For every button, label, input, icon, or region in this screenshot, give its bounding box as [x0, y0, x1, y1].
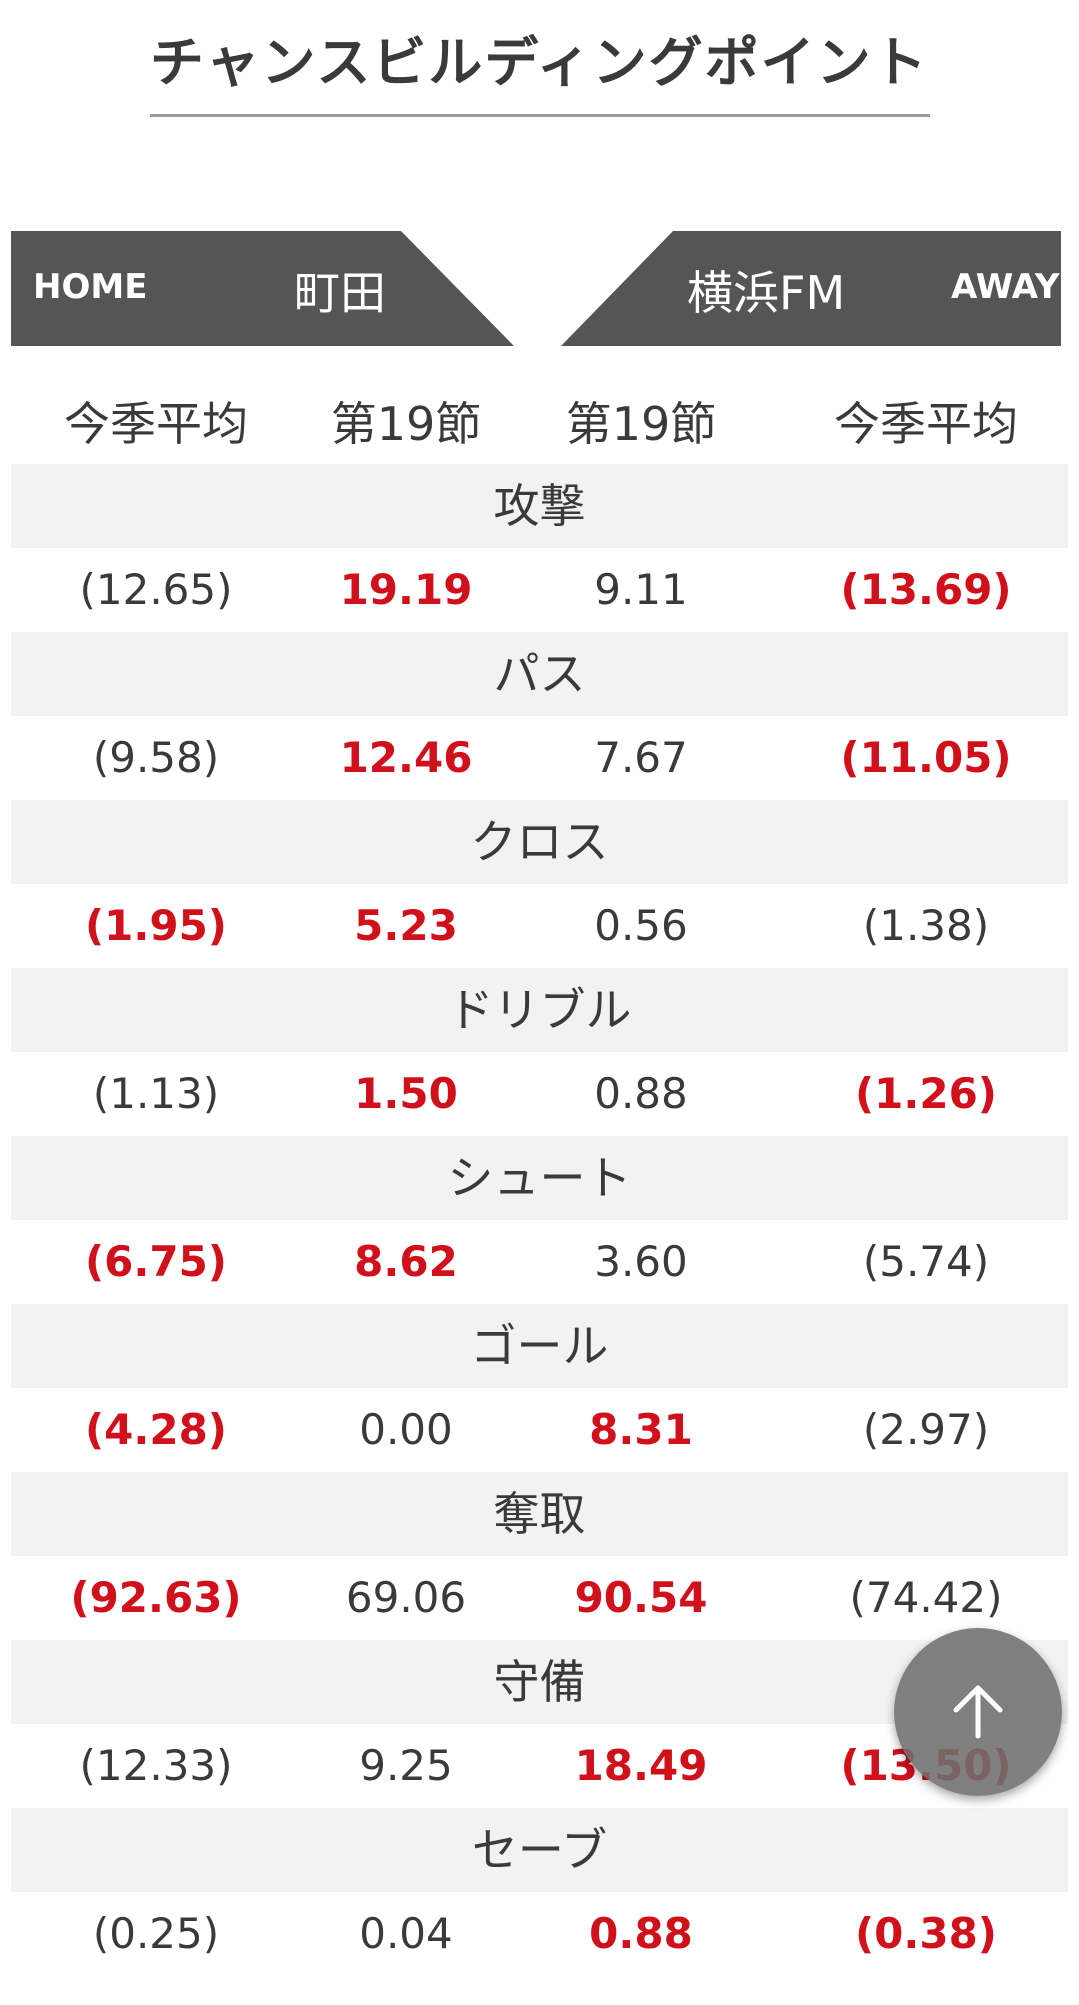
- stat-value-home-season-avg: (1.13): [92, 1069, 220, 1118]
- stat-values-row: (4.28) 0.00 8.31 (2.97): [11, 1388, 1068, 1472]
- stat-value-home-matchday: 69.06: [345, 1573, 467, 1622]
- stat-value-home-season-avg: (6.75): [84, 1237, 228, 1286]
- stat-value-home-matchday: 0.04: [359, 1909, 453, 1958]
- away-label: AWAY: [951, 267, 1060, 307]
- stat-value-home-matchday: 9.25: [359, 1741, 453, 1790]
- stat-category: パス: [11, 632, 1068, 716]
- stat-value-away-matchday: 3.60: [594, 1237, 688, 1286]
- stat-block: クロス (1.95) 5.23 0.56 (1.38): [11, 800, 1068, 968]
- scroll-to-top-button[interactable]: [894, 1628, 1062, 1796]
- stat-value-away-season-avg: (74.42): [849, 1573, 1003, 1622]
- away-banner-shape: [561, 231, 1061, 346]
- stat-value-away-matchday: 0.88: [594, 1069, 688, 1118]
- stat-value-home-season-avg: (0.25): [92, 1909, 220, 1958]
- stat-value-home-season-avg: (9.58): [92, 733, 220, 782]
- stat-category: クロス: [11, 800, 1068, 884]
- stat-value-home-season-avg: (92.63): [70, 1573, 242, 1622]
- stat-values-row: (0.25) 0.04 0.88 (0.38): [11, 1892, 1068, 1976]
- stat-value-home-season-avg: (12.65): [79, 565, 233, 614]
- stat-value-away-season-avg: (2.97): [862, 1405, 990, 1454]
- stat-values-row: (92.63) 69.06 90.54 (74.42): [11, 1556, 1068, 1640]
- col-header-away-matchday: 第19節: [565, 397, 717, 451]
- stat-value-home-season-avg: (12.33): [79, 1741, 233, 1790]
- stat-block: ゴール (4.28) 0.00 8.31 (2.97): [11, 1304, 1068, 1472]
- stat-category: セーブ: [11, 1808, 1068, 1892]
- stat-category: 守備: [11, 1640, 1068, 1724]
- stat-block: セーブ (0.25) 0.04 0.88 (0.38): [11, 1808, 1068, 1976]
- title-divider: [150, 114, 930, 117]
- stat-block: ドリブル (1.13) 1.50 0.88 (1.26): [11, 968, 1068, 1136]
- stat-value-away-season-avg: (1.26): [854, 1069, 998, 1118]
- stat-value-away-season-avg: (13.69): [840, 565, 1012, 614]
- stat-value-away-matchday: 0.88: [589, 1909, 693, 1958]
- stat-block: シュート (6.75) 8.62 3.60 (5.74): [11, 1136, 1068, 1304]
- home-team-name: 町田: [294, 266, 386, 320]
- stat-value-home-matchday: 8.62: [354, 1237, 458, 1286]
- stat-value-away-matchday: 0.56: [594, 901, 688, 950]
- banner-shapes: [11, 231, 1061, 346]
- stat-value-away-matchday: 8.31: [589, 1405, 693, 1454]
- away-team-name: 横浜FM: [687, 266, 846, 320]
- stat-block: パス (9.58) 12.46 7.67 (11.05): [11, 632, 1068, 800]
- stat-values-row: (6.75) 8.62 3.60 (5.74): [11, 1220, 1068, 1304]
- stats-table: 攻撃 (12.65) 19.19 9.11 (13.69) パス (9.58) 12.46 7.…: [11, 464, 1068, 1976]
- stat-value-away-matchday: 90.54: [574, 1573, 708, 1622]
- stat-value-home-matchday: 1.50: [354, 1069, 458, 1118]
- stat-category: ゴール: [11, 1304, 1068, 1388]
- stat-value-away-matchday: 9.11: [594, 565, 688, 614]
- stat-values-row: (1.13) 1.50 0.88 (1.26): [11, 1052, 1068, 1136]
- stat-values-row: (12.65) 19.19 9.11 (13.69): [11, 548, 1068, 632]
- stat-value-away-matchday: 7.67: [594, 733, 688, 782]
- stat-value-away-season-avg: (1.38): [862, 901, 990, 950]
- stat-value-away-season-avg: (11.05): [840, 733, 1012, 782]
- stat-value-home-matchday: 0.00: [359, 1405, 453, 1454]
- stat-block: 攻撃 (12.65) 19.19 9.11 (13.69): [11, 464, 1068, 632]
- stat-block: 奪取 (92.63) 69.06 90.54 (74.42): [11, 1472, 1068, 1640]
- stat-values-row: (9.58) 12.46 7.67 (11.05): [11, 716, 1068, 800]
- stat-value-home-season-avg: (4.28): [84, 1405, 228, 1454]
- stat-value-away-season-avg: (0.38): [854, 1909, 998, 1958]
- stat-values-row: (1.95) 5.23 0.56 (1.38): [11, 884, 1068, 968]
- page-title: チャンスビルディングポイント: [150, 31, 929, 94]
- home-label: HOME: [33, 267, 148, 307]
- stat-category: 奪取: [11, 1472, 1068, 1556]
- stat-value-home-matchday: 12.46: [339, 733, 473, 782]
- stat-value-away-season-avg: (5.74): [862, 1237, 990, 1286]
- stat-category: ドリブル: [11, 968, 1068, 1052]
- col-header-home-season-avg: 今季平均: [64, 397, 248, 451]
- stat-value-home-season-avg: (1.95): [84, 901, 228, 950]
- stat-category: 攻撃: [11, 464, 1068, 548]
- home-banner-shape: [11, 231, 514, 346]
- stat-value-away-matchday: 18.49: [574, 1741, 708, 1790]
- stat-value-home-matchday: 19.19: [339, 565, 473, 614]
- arrow-up-icon: [953, 1685, 1003, 1739]
- col-header-away-season-avg: 今季平均: [834, 397, 1018, 451]
- stat-category: シュート: [11, 1136, 1068, 1220]
- col-header-home-matchday: 第19節: [330, 397, 482, 451]
- stat-value-home-matchday: 5.23: [354, 901, 458, 950]
- team-banner: HOME 町田 横浜FM AWAY: [11, 231, 1061, 346]
